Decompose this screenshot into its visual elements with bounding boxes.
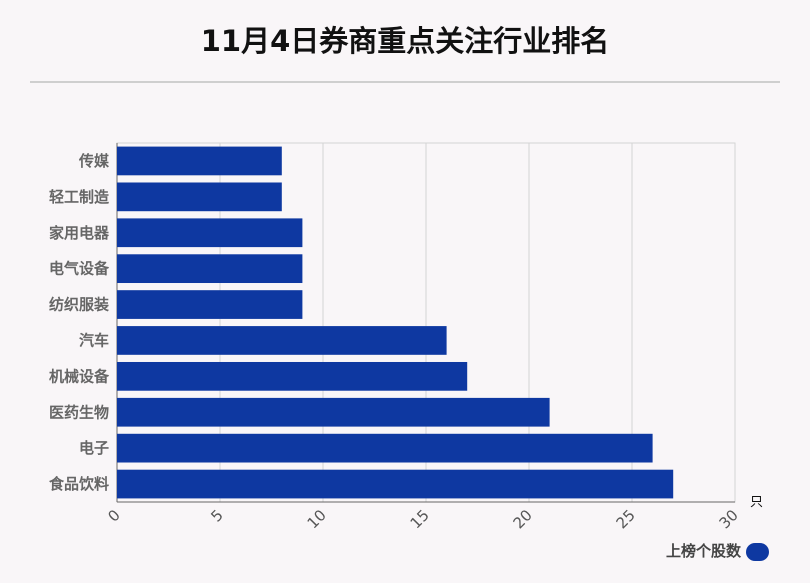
bar[interactable] [117, 326, 447, 355]
x-tick-label: 30 [716, 506, 742, 532]
x-tick-label: 15 [407, 506, 433, 532]
chart-title: 11月4日券商重点关注行业排名 [200, 24, 610, 58]
category-label: 轻工制造 [49, 188, 109, 206]
x-tick-label: 0 [104, 506, 123, 525]
x-tick-labels: 0 5 10 15 20 25 30 [104, 506, 741, 532]
x-unit-label: 只 [750, 495, 763, 510]
legend[interactable]: 上榜个股数 [666, 542, 769, 561]
bar[interactable] [117, 361, 468, 391]
x-tick-label: 20 [510, 506, 536, 532]
x-tick-label: 10 [304, 506, 330, 532]
legend-swatch [746, 543, 769, 561]
category-label: 机械设备 [49, 367, 110, 385]
bar[interactable] [117, 146, 282, 176]
bar[interactable] [117, 254, 303, 284]
bar[interactable] [117, 218, 303, 248]
category-label: 食品饮料 [49, 475, 109, 493]
bar[interactable] [117, 397, 550, 427]
title-divider [30, 81, 780, 83]
bar[interactable] [117, 182, 282, 212]
x-tick-label: 5 [207, 506, 226, 525]
category-label: 家用电器 [49, 224, 110, 242]
category-label: 纺织服装 [49, 296, 110, 314]
category-label: 汽车 [79, 331, 109, 349]
category-label: 医药生物 [49, 403, 109, 421]
bar[interactable] [117, 433, 653, 463]
category-label: 传媒 [78, 152, 110, 170]
x-tick-label: 25 [613, 506, 639, 532]
category-label: 电气设备 [49, 260, 110, 278]
bar[interactable] [117, 469, 674, 499]
category-label: 电子 [79, 439, 109, 457]
legend-label: 上榜个股数 [666, 542, 742, 560]
bars [117, 146, 674, 499]
bar[interactable] [117, 290, 303, 319]
